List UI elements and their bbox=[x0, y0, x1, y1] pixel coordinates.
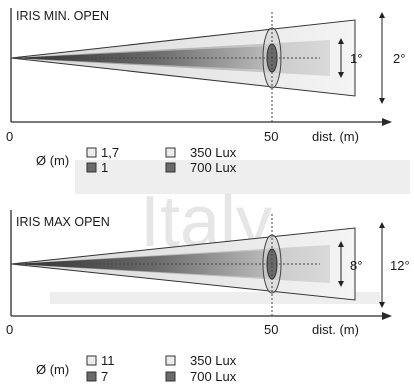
legend: Ø (m) 11 7 350 Lux 700 Lux bbox=[36, 353, 237, 384]
inner-angle-arrow-head-top bbox=[338, 38, 344, 44]
legend-outer-lux: 350 Lux bbox=[190, 145, 237, 160]
legend-inner-swatch bbox=[86, 162, 97, 173]
legend-outer-lux: 350 Lux bbox=[190, 353, 237, 368]
x-axis-arrow bbox=[382, 312, 392, 320]
inner-beam bbox=[11, 250, 272, 278]
legend-diameter-label: Ø (m) bbox=[36, 153, 69, 168]
legend-inner-lux: 700 Lux bbox=[190, 160, 237, 175]
inner-angle-arrow-head-top bbox=[338, 241, 344, 247]
inner-angle-label: 8° bbox=[350, 258, 362, 273]
legend: Ø (m) 1,7 1 350 Lux 700 Lux bbox=[36, 145, 237, 175]
inner-beam bbox=[11, 46, 272, 70]
legend-inner-lux-swatch bbox=[165, 371, 176, 382]
legend-inner-diameter: 7 bbox=[101, 369, 108, 384]
axis-distance-mark: 50 bbox=[264, 129, 278, 144]
panel-iris-max-open: IRIS MAX OPEN 8° 12° 0 50 dist. (m) Ø (m… bbox=[6, 210, 410, 384]
panel-title: IRIS MIN. OPEN bbox=[16, 9, 109, 23]
outer-angle-arrow-head-bottom bbox=[379, 302, 385, 308]
legend-outer-swatch bbox=[86, 355, 97, 366]
outer-angle-label: 2° bbox=[393, 51, 405, 66]
legend-inner-lux-swatch bbox=[165, 162, 176, 173]
legend-outer-swatch bbox=[86, 147, 97, 158]
inner-angle-arrow-head-bottom bbox=[338, 281, 344, 287]
x-axis-arrow bbox=[382, 118, 392, 126]
axis-origin-label: 0 bbox=[6, 322, 13, 337]
legend-inner-swatch bbox=[86, 371, 97, 382]
outer-angle-arrow-head-top bbox=[379, 12, 385, 18]
legend-inner-diameter: 1 bbox=[101, 160, 108, 175]
legend-outer-lux-swatch bbox=[165, 355, 176, 366]
panel-iris-min-open: IRIS MIN. OPEN 1° 2° 0 50 dist. (m) Ø (m… bbox=[6, 8, 405, 175]
inner-angle-arrow-head-bottom bbox=[338, 72, 344, 78]
axis-title: dist. (m) bbox=[312, 322, 359, 337]
inner-angle-label: 1° bbox=[350, 51, 362, 66]
legend-inner-lux: 700 Lux bbox=[190, 369, 237, 384]
panel-title: IRIS MAX OPEN bbox=[16, 215, 110, 229]
legend-diameter-label: Ø (m) bbox=[36, 362, 69, 377]
outer-angle-arrow-head-bottom bbox=[379, 98, 385, 104]
axis-title: dist. (m) bbox=[312, 129, 359, 144]
watermark-bar-bottom bbox=[50, 292, 380, 304]
watermark-bar-top bbox=[75, 160, 410, 194]
legend-outer-diameter: 1,7 bbox=[101, 145, 119, 160]
outer-angle-label: 12° bbox=[390, 258, 410, 273]
legend-outer-diameter: 11 bbox=[101, 353, 115, 368]
outer-angle-arrow-head-top bbox=[379, 222, 385, 228]
legend-outer-lux-swatch bbox=[165, 147, 176, 158]
axis-origin-label: 0 bbox=[6, 129, 13, 144]
axis-distance-mark: 50 bbox=[264, 322, 278, 337]
